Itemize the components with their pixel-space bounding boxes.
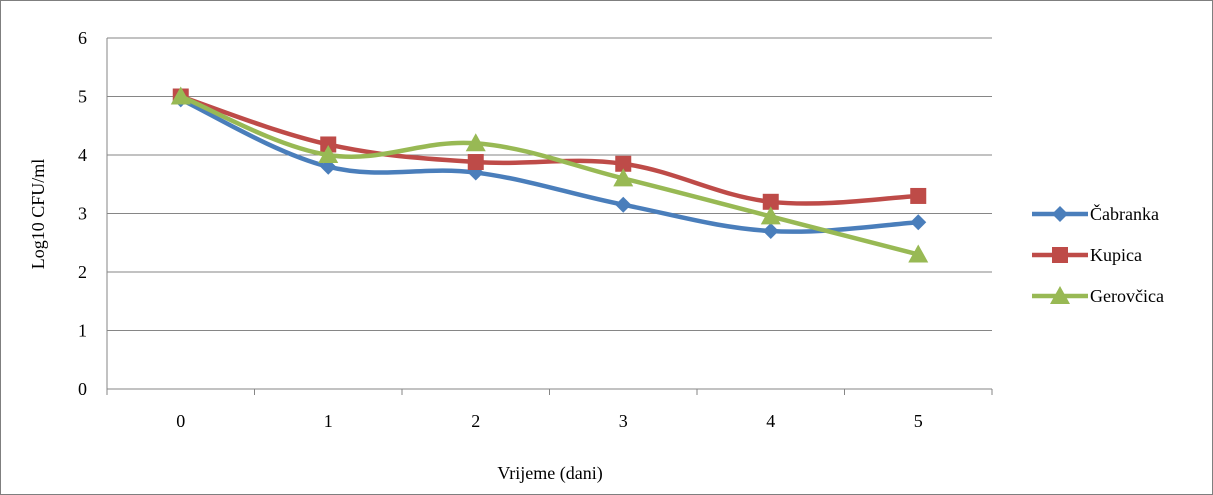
series-group [170,86,929,263]
y-tick-label: 2 [78,262,87,282]
data-point [615,196,632,213]
y-tick-label: 5 [78,87,87,107]
y-tick-label: 3 [78,204,87,224]
legend-label: Gerovčica [1090,286,1164,306]
data-point [908,244,929,263]
series-1 [172,88,927,210]
x-axis-title: Vrijeme (dani) [497,463,602,484]
legend: Čabranka Kupica Gerovčica [1032,203,1164,306]
legend-marker [1052,206,1068,222]
series-2 [170,86,929,263]
gridlines [106,37,993,395]
data-point [170,86,191,105]
legend-item: Čabranka [1032,203,1159,224]
y-tick-label: 0 [78,379,87,399]
y-axis-title: Log10 CFU/ml [28,159,48,270]
x-tick-label: 5 [914,411,923,431]
data-point [320,136,337,153]
x-tick-label: 4 [766,411,775,431]
data-point [762,223,779,240]
x-tick-label: 2 [471,411,480,431]
legend-marker [1050,286,1070,304]
data-point [910,214,927,231]
series-line [178,94,921,257]
y-axis-ticks: 0 1 2 3 4 5 6 [78,28,87,399]
x-tick-label: 1 [324,411,333,431]
series-0 [172,91,927,240]
data-point [762,193,779,210]
legend-label: Čabranka [1090,203,1159,224]
data-point [318,145,339,163]
series-line [178,94,921,206]
y-tick-label: 4 [78,145,87,165]
legend-label: Kupica [1090,245,1142,265]
data-point [615,155,632,172]
legend-item: Kupica [1032,245,1142,265]
x-tick-label: 0 [176,411,185,431]
data-point [910,187,927,204]
x-axis-ticks: 0 1 2 3 4 5 [176,411,923,431]
data-point [760,206,781,225]
y-tick-label: 1 [78,321,87,341]
x-tick-label: 3 [619,411,628,431]
y-tick-label: 6 [78,28,87,48]
data-point [467,154,484,171]
legend-marker [1052,247,1068,263]
legend-item: Gerovčica [1032,286,1164,306]
data-point [613,168,634,187]
series-line [178,97,921,234]
data-point [465,133,486,152]
